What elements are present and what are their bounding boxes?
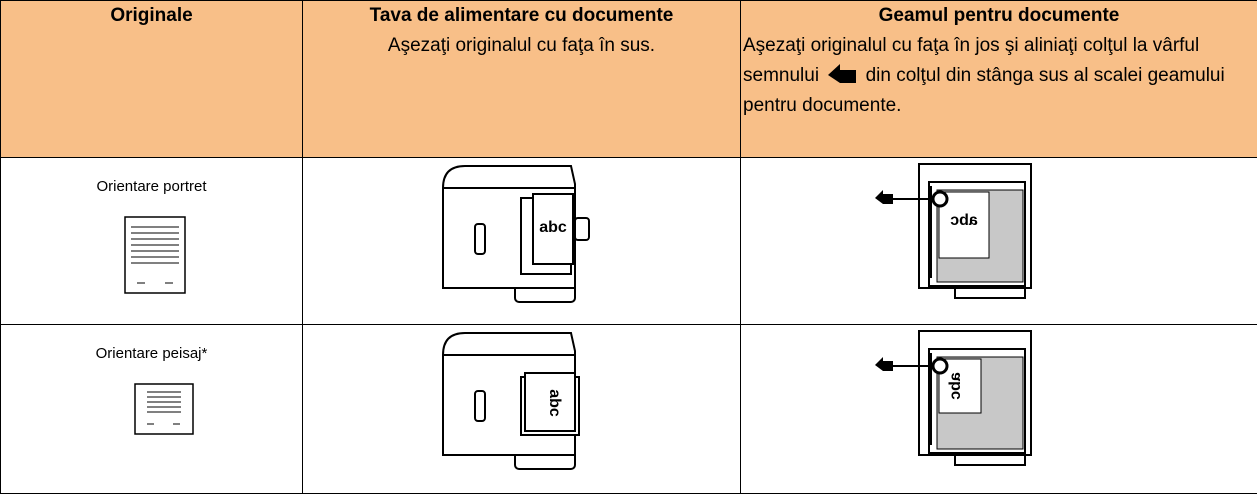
drawing-part [524, 372, 576, 432]
row-label: Orientare peisaj* [95, 345, 208, 362]
drawing-part [875, 357, 893, 371]
paper-text: abc [950, 212, 978, 229]
drawing-part [532, 193, 574, 265]
portrait-icon [124, 216, 186, 294]
cell: Orientare portret [0, 157, 303, 325]
drawing-part [954, 285, 1026, 299]
drawing-part [918, 163, 1032, 289]
row-label: Orientare portret [96, 178, 207, 195]
header-row: Originale Tava de alimentare cu document… [0, 0, 1257, 158]
column-title: Tava de alimentare cu documente [369, 5, 674, 26]
header-cell: Geamul pentru documente Aşezaţi originalu… [740, 0, 1257, 158]
text: din colţul din stânga sus al scalei geam… [743, 65, 1225, 116]
drawing-part [124, 216, 186, 294]
cell: abc [740, 324, 1257, 494]
row: Orientare peisaj* abc abc [0, 324, 1257, 494]
glass-illustration: abc [875, 163, 1032, 299]
cell: abc [302, 157, 741, 325]
drawing-part [918, 330, 1032, 456]
drawing-part [442, 332, 580, 470]
column-text: Aşezaţi originalul cu faţa în jos şi ali… [741, 31, 1257, 121]
row: Orientare portret abc abc [0, 157, 1257, 325]
paper-text: abc [947, 372, 964, 400]
corner-mark-icon [828, 64, 857, 83]
text: Aşezaţi originalul cu faţa în jos şi ali… [743, 35, 1200, 86]
drawing-part [131, 226, 179, 284]
drawing-part [828, 64, 857, 83]
cell: abc [740, 157, 1257, 325]
drawing-part [954, 452, 1026, 466]
drawing-part [574, 217, 590, 241]
cell: Orientare peisaj* [0, 324, 303, 494]
landscape-icon [134, 383, 194, 435]
header-cell: Tava de alimentare cu documente Aşezaţi o… [302, 0, 741, 158]
drawing-part [474, 390, 486, 422]
drawing-part [918, 330, 1032, 466]
column-title: Geamul pentru documente [878, 5, 1120, 26]
feeder-illustration: abc [442, 332, 580, 470]
column-text: Aşezaţi originalul cu faţa în sus. [387, 35, 656, 56]
drawing-part [442, 165, 590, 303]
column-title: Originale [110, 5, 193, 26]
drawing-part [875, 190, 893, 204]
drawing-part [931, 357, 949, 375]
header-cell: Originale [0, 0, 303, 158]
paper-text: abc [546, 389, 563, 417]
glass-illustration: abc [875, 330, 1032, 466]
drawing-part [931, 190, 949, 208]
paper-text: abc [539, 219, 567, 236]
drawing-part [918, 163, 1032, 299]
cell: abc [302, 324, 741, 494]
drawing-part [474, 223, 486, 255]
feeder-illustration: abc [442, 165, 590, 303]
drawing-part [147, 391, 181, 425]
